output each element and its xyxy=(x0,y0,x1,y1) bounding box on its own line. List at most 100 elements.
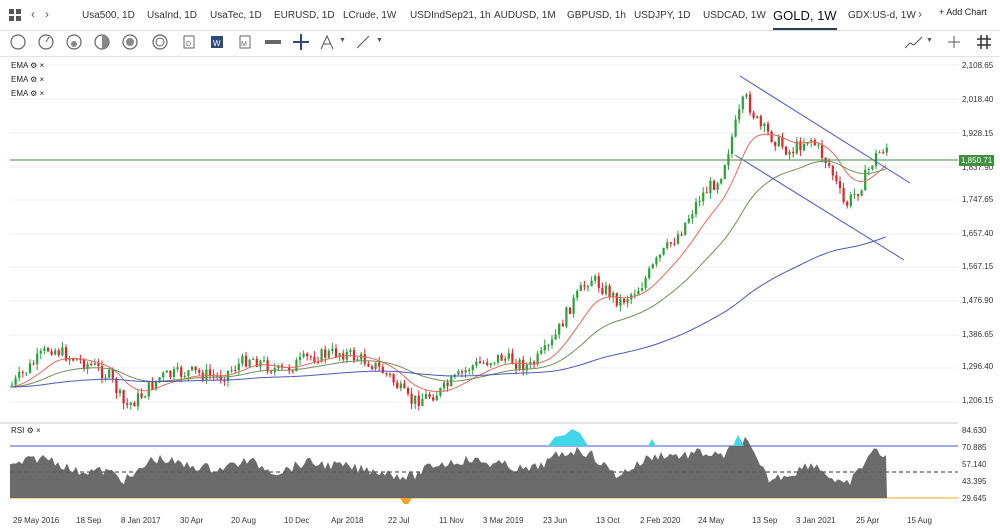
candle-body xyxy=(856,194,860,196)
candle-body xyxy=(720,178,723,184)
tab-gold[interactable]: GOLD, 1W xyxy=(773,0,837,30)
crosshair-icon[interactable] xyxy=(292,33,310,51)
tab-usa500[interactable]: Usa500, 1D xyxy=(82,10,135,21)
price-tick: 2,108.65 xyxy=(962,61,994,70)
candle-body xyxy=(262,360,266,362)
candle-body xyxy=(622,299,626,303)
weekly-icon[interactable]: W xyxy=(208,33,226,51)
close-icon[interactable]: × xyxy=(39,61,45,70)
price-tick: 1,206.15 xyxy=(962,396,994,405)
scroll-left-icon[interactable]: ‹ xyxy=(31,7,35,21)
candle-body xyxy=(392,374,395,383)
candle-body xyxy=(129,402,132,405)
compare-icon[interactable] xyxy=(65,33,83,51)
tabs-next-icon[interactable]: › xyxy=(918,7,922,21)
dropdown-arrow-icon[interactable]: ▼ xyxy=(339,37,346,44)
settings-icon[interactable]: ⚙ xyxy=(30,89,38,98)
candle-body xyxy=(846,201,849,206)
candle-body xyxy=(709,180,712,194)
candle-body xyxy=(118,390,122,394)
candle-body xyxy=(702,192,705,202)
rsi-label[interactable]: RSI ⚙ × xyxy=(11,426,41,435)
settings-icon[interactable]: ⚙ xyxy=(26,426,34,435)
target-icon[interactable] xyxy=(121,33,139,51)
date-tick: 24 May xyxy=(698,516,725,525)
grid-icon[interactable] xyxy=(975,33,993,51)
candle-body xyxy=(68,358,71,361)
settings-icon[interactable]: ⚙ xyxy=(30,61,38,70)
close-icon[interactable]: × xyxy=(39,89,45,98)
tab-usatec[interactable]: UsaTec, 1D xyxy=(210,10,262,21)
candle-body xyxy=(194,366,197,371)
candle-body xyxy=(536,353,539,365)
candle-body xyxy=(604,285,608,294)
rsi-tick: 29.645 xyxy=(962,494,987,503)
tab-eurusd[interactable]: EURUSD, 1D xyxy=(274,10,335,21)
line-tool-icon[interactable] xyxy=(354,33,372,51)
rsi-tick: 84.630 xyxy=(962,426,987,435)
candle-body xyxy=(752,112,755,118)
tab-usaind[interactable]: UsaInd, 1D xyxy=(147,10,198,21)
monthly-icon[interactable]: M xyxy=(236,33,254,51)
candle-body xyxy=(230,370,233,372)
candle-body xyxy=(781,136,784,147)
candle-body xyxy=(565,307,568,327)
close-icon[interactable]: × xyxy=(39,75,45,84)
price-tick: 1,386.65 xyxy=(962,330,994,339)
candle-body xyxy=(514,363,518,369)
candle-body xyxy=(133,402,136,407)
add-chart-button[interactable]: + Add Chart xyxy=(939,7,987,17)
candle-body xyxy=(576,290,579,298)
candle-body xyxy=(136,393,140,407)
dropdown-arrow-icon[interactable]: ▼ xyxy=(376,37,383,44)
contrast-icon[interactable] xyxy=(93,33,111,51)
document-icon[interactable]: D xyxy=(180,33,198,51)
drawing-toolbar: D W M ▼ ▼ ▼ xyxy=(0,31,1000,57)
indicator-icon[interactable] xyxy=(151,33,169,51)
pitchfork-icon[interactable] xyxy=(318,33,336,51)
settings-icon[interactable]: ⚙ xyxy=(30,75,38,84)
clock-icon[interactable] xyxy=(37,33,55,51)
candle-body xyxy=(90,363,93,365)
ema-label-1[interactable]: EMA ⚙ × xyxy=(11,61,45,70)
rsi-area xyxy=(10,436,887,498)
candle-body xyxy=(72,358,75,361)
crosshair-circle-icon[interactable] xyxy=(9,33,27,51)
candle-body xyxy=(140,393,143,398)
candle-body xyxy=(352,350,356,361)
dropdown-arrow-icon[interactable]: ▼ xyxy=(926,37,933,44)
candle-body xyxy=(525,364,528,371)
tab-gbpusd[interactable]: GBPUSD, 1h xyxy=(567,10,626,21)
ruler-icon[interactable] xyxy=(264,33,282,51)
tab-usdindsep21[interactable]: USDIndSep21, 1h xyxy=(410,10,491,21)
candle-body xyxy=(291,370,294,372)
candle-body xyxy=(241,355,244,364)
candle-body xyxy=(43,348,46,351)
candle-body xyxy=(324,349,327,358)
tab-usdcad[interactable]: USDCAD, 1W xyxy=(703,10,766,21)
candle-body xyxy=(849,194,852,206)
settings-icon[interactable] xyxy=(945,33,963,51)
tab-audusd[interactable]: AUDUSD, 1M xyxy=(494,10,556,21)
date-tick: 3 Mar 2019 xyxy=(483,516,524,525)
ema-label-2[interactable]: EMA ⚙ × xyxy=(11,75,45,84)
tab-gdx[interactable]: GDX:US-d, 1W xyxy=(848,10,916,21)
rsi-oversold-fill xyxy=(400,498,412,504)
candle-body xyxy=(144,396,147,398)
candle-body xyxy=(684,222,687,235)
price-chart[interactable] xyxy=(0,57,958,504)
price-tick: 2,018.40 xyxy=(962,95,994,104)
candle-body xyxy=(442,382,446,389)
candle-body xyxy=(298,356,302,360)
close-icon[interactable]: × xyxy=(35,426,41,435)
candle-body xyxy=(313,356,316,362)
chart-type-icon[interactable] xyxy=(904,33,924,51)
candle-body xyxy=(723,165,726,179)
tab-usdjpy[interactable]: USDJPY, 1D xyxy=(634,10,691,21)
scroll-right-icon[interactable]: › xyxy=(45,7,49,21)
candle-body xyxy=(493,362,496,364)
date-tick: 18 Sep xyxy=(76,516,102,525)
ema-label-3[interactable]: EMA ⚙ × xyxy=(11,89,45,98)
grid-menu-icon[interactable] xyxy=(9,9,21,21)
tab-lcrude[interactable]: LCrude, 1W xyxy=(343,10,397,21)
